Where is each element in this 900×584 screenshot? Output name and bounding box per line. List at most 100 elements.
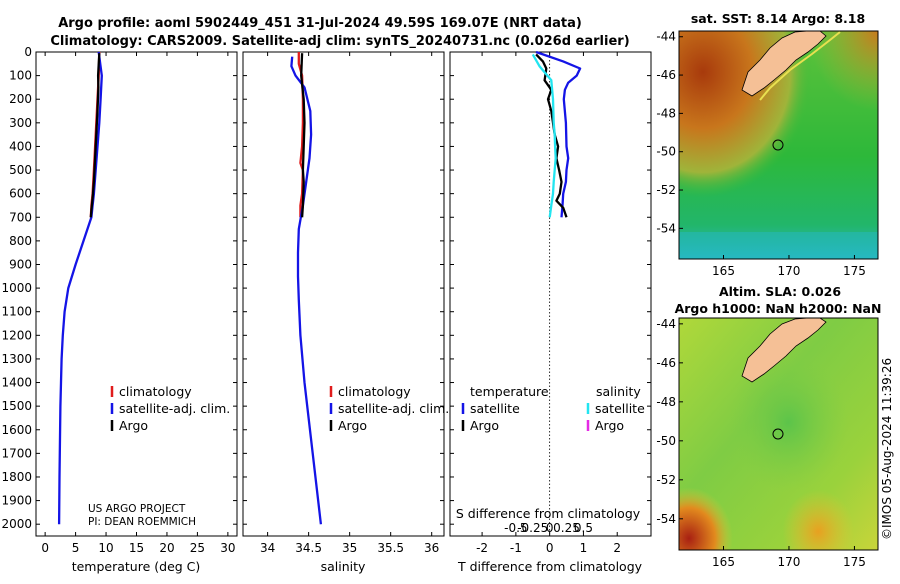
map-y-tick-label: -54 (656, 221, 676, 235)
temperature-legend: climatology satellite-adj. clim. Argo (110, 384, 230, 433)
depth-tick-label: 800 (9, 234, 32, 248)
s-x-tick-label: 0.25 (553, 521, 580, 535)
map-y-tick-label: -52 (656, 183, 676, 197)
map-x-tick-label: 165 (712, 264, 735, 278)
depth-tick-label: 500 (9, 163, 32, 177)
depth-tick-label: 1200 (1, 328, 32, 342)
salinity-x-axis: 34 34.5 35 35.5 36 (260, 52, 439, 555)
depth-tick-label: 1100 (1, 305, 32, 319)
difference-series (531, 50, 582, 218)
x-tick-label: 30 (220, 541, 235, 555)
x-tick-label: -2 (476, 541, 488, 555)
legend-title-salinity: salinity (596, 384, 641, 399)
legend-label-t-satellite: satellite (470, 401, 520, 416)
sla-map (678, 317, 879, 551)
depth-tick-label: 1800 (1, 470, 32, 484)
x-tick-label: 10 (98, 541, 113, 555)
map-y-tick-label: -44 (656, 317, 676, 331)
map-y-tick-label: -46 (656, 68, 676, 82)
legend-label-s-satellite: satellite (595, 401, 645, 416)
map-x-tick-label: 170 (778, 555, 801, 569)
depth-tick-label: 1500 (1, 399, 32, 413)
depth-tick-label: 300 (9, 116, 32, 130)
map-x-tick-label: 165 (712, 555, 735, 569)
map-y-tick-label: -54 (656, 512, 676, 526)
map-y-tick-label: -52 (656, 473, 676, 487)
map-y-tick-label: -44 (656, 30, 676, 44)
sla-map-frame (678, 317, 879, 551)
land-mass (741, 30, 827, 97)
map-x-tick-label: 175 (843, 555, 866, 569)
x-tick-label: 5 (72, 541, 80, 555)
depth-tick-label: 100 (9, 69, 32, 83)
x-tick-label: 15 (129, 541, 144, 555)
legend-title-temperature: temperature (470, 384, 549, 399)
map-y-tick-label: -48 (656, 106, 676, 120)
legend-label-satellite: satellite-adj. clim. (119, 401, 230, 416)
legend-label-s-argo: Argo (595, 418, 624, 433)
s-difference-x-label: S difference from climatology (456, 506, 641, 521)
depth-tick-label: 400 (9, 139, 32, 153)
t-difference-x-label: T difference from climatology (457, 559, 643, 574)
temperature-x-label: temperature (deg C) (72, 559, 201, 574)
x-tick-label: -1 (510, 541, 522, 555)
x-tick-label: 0 (546, 541, 554, 555)
depth-axis: 0 100 200 300 400 500 600 700 800 900 1000 1100 1200… (1, 45, 651, 531)
depth-tick-label: 1600 (1, 423, 32, 437)
series-line-satellite-adj-clim- (290, 56, 323, 525)
depth-tick-label: 900 (9, 257, 32, 271)
salinity-x-label: salinity (321, 559, 366, 574)
depth-tick-label: 1400 (1, 376, 32, 390)
argo-location-marker (772, 428, 784, 440)
difference-legend: temperature satellite Argo salinity sate… (461, 384, 645, 433)
sst-map-title: sat. SST: 8.14 Argo: 8.18 (691, 11, 865, 26)
s-x-tick-label: 0 (546, 521, 554, 535)
title-line-1: Argo profile: aoml 5902449_451 31-Jul-20… (58, 16, 582, 31)
legend-label-satellite: satellite-adj. clim. (338, 401, 449, 416)
legend-label-t-argo: Argo (470, 418, 499, 433)
map-y-tick-label: -46 (656, 356, 676, 370)
sst-map-axes: -44 -46 -48 -50 -52 -54 165 170 175 (656, 30, 865, 278)
difference-panel (449, 51, 652, 537)
x-tick-label: 34 (260, 541, 275, 555)
s-x-tick-label: 0.5 (574, 521, 593, 535)
series-line-t-satellite (535, 50, 582, 218)
x-tick-label: 1 (580, 541, 588, 555)
salinity-panel (242, 51, 445, 537)
legend-label-climatology: climatology (119, 384, 192, 399)
depth-tick-label: 1000 (1, 281, 32, 295)
x-tick-label: 25 (190, 541, 205, 555)
s-difference-x-axis: -0.5-0.250 0.250.5 (504, 521, 593, 535)
depth-tick-label: 1700 (1, 446, 32, 460)
legend-label-argo: Argo (119, 418, 148, 433)
map-y-tick-label: -50 (656, 145, 676, 159)
map-x-tick-label: 170 (778, 264, 801, 278)
depth-tick-label: 2000 (1, 517, 32, 531)
x-tick-label: 2 (613, 541, 621, 555)
temperature-x-axis: 0 5 10 15 20 25 30 (41, 52, 236, 555)
temperature-panel (35, 51, 238, 537)
map-y-tick-label: -48 (656, 395, 676, 409)
argo-location-marker (772, 139, 784, 151)
depth-tick-label: 1900 (1, 494, 32, 508)
sst-map (678, 30, 879, 260)
sla-map-title-1: Altim. SLA: 0.026 (719, 284, 841, 299)
salinity-legend: climatology satellite-adj. clim. Argo (329, 384, 449, 433)
x-tick-label: 36 (424, 541, 439, 555)
credit-line-2: PI: DEAN ROEMMICH (88, 516, 196, 528)
imos-watermark: ©IMOS 05-Aug-2024 11:39:26 (880, 358, 894, 540)
depth-tick-label: 700 (9, 210, 32, 224)
map-x-tick-label: 175 (843, 264, 866, 278)
temperature-series (57, 51, 103, 525)
x-tick-label: 20 (159, 541, 174, 555)
x-tick-label: 35 (342, 541, 357, 555)
map-y-tick-label: -50 (656, 434, 676, 448)
s-x-tick-label: -0.25 (517, 521, 548, 535)
salinity-series (290, 52, 323, 525)
land-mass (741, 317, 827, 383)
s-x-tick-label: -0.5 (504, 521, 527, 535)
credit-line-1: US ARGO PROJECT (88, 503, 186, 515)
x-tick-label: 0 (41, 541, 49, 555)
x-tick-label: 35.5 (377, 541, 404, 555)
